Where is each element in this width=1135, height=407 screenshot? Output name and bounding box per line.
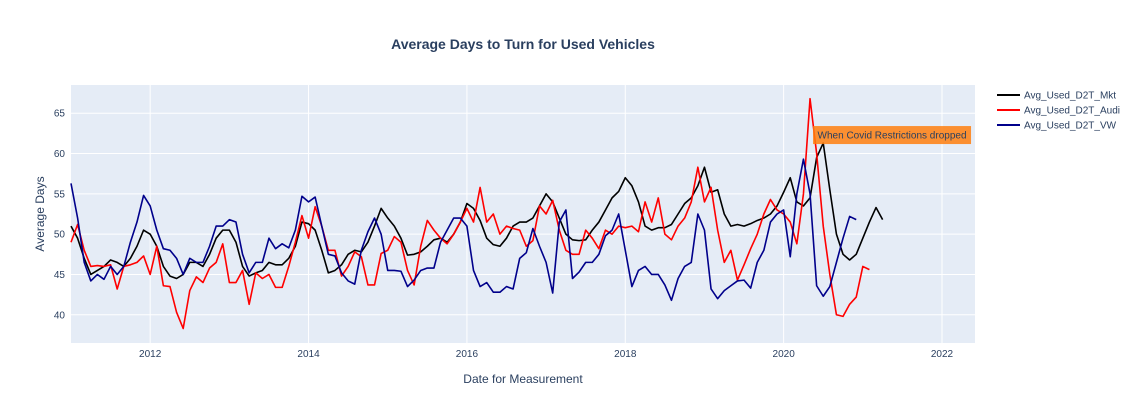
legend-item[interactable]: Avg_Used_D2T_Mkt xyxy=(997,91,1116,102)
legend-label: Avg_Used_D2T_Mkt xyxy=(1024,91,1116,102)
y-tick-label: 45 xyxy=(54,270,66,281)
y-tick-label: 60 xyxy=(54,149,66,160)
annotation-text: When Covid Restrictions dropped xyxy=(818,131,967,142)
x-axis-title: Date for Measurement xyxy=(463,372,583,386)
y-axis-title: Average Days xyxy=(33,176,47,251)
axis-ticks: 40 45 50 55 60 65 2012 2014 2016 2018 2020 2022 xyxy=(54,109,954,360)
y-tick-label: 55 xyxy=(54,189,66,200)
series-line-avg-used-d2t-vw[interactable] xyxy=(70,158,857,302)
x-tick-label: 2022 xyxy=(931,349,954,360)
series-line-avg-used-d2t-audi[interactable] xyxy=(70,97,870,330)
x-tick-label: 2018 xyxy=(614,349,637,360)
legend-item[interactable]: Avg_Used_D2T_VW xyxy=(997,121,1117,132)
y-tick-label: 65 xyxy=(54,109,66,120)
plot-area xyxy=(71,85,975,343)
annotation-layer: When Covid Restrictions dropped xyxy=(813,126,972,145)
y-tick-label: 50 xyxy=(54,230,66,241)
legend[interactable]: Avg_Used_D2T_Mkt Avg_Used_D2T_Audi Avg_Use… xyxy=(997,91,1120,132)
annotation-box xyxy=(813,126,972,145)
legend-label: Avg_Used_D2T_Audi xyxy=(1024,106,1120,117)
chart-title: Average Days to Turn for Used Vehicles xyxy=(391,36,655,52)
x-tick-label: 2012 xyxy=(139,349,162,360)
x-tick-label: 2020 xyxy=(773,349,796,360)
y-tick-label: 40 xyxy=(54,310,66,321)
legend-item[interactable]: Avg_Used_D2T_Audi xyxy=(997,106,1120,117)
x-tick-label: 2016 xyxy=(456,349,479,360)
series-lines xyxy=(70,97,884,330)
series-line-avg-used-d2t-mkt[interactable] xyxy=(70,142,884,280)
x-tick-label: 2014 xyxy=(297,349,320,360)
legend-label: Avg_Used_D2T_VW xyxy=(1024,121,1117,132)
